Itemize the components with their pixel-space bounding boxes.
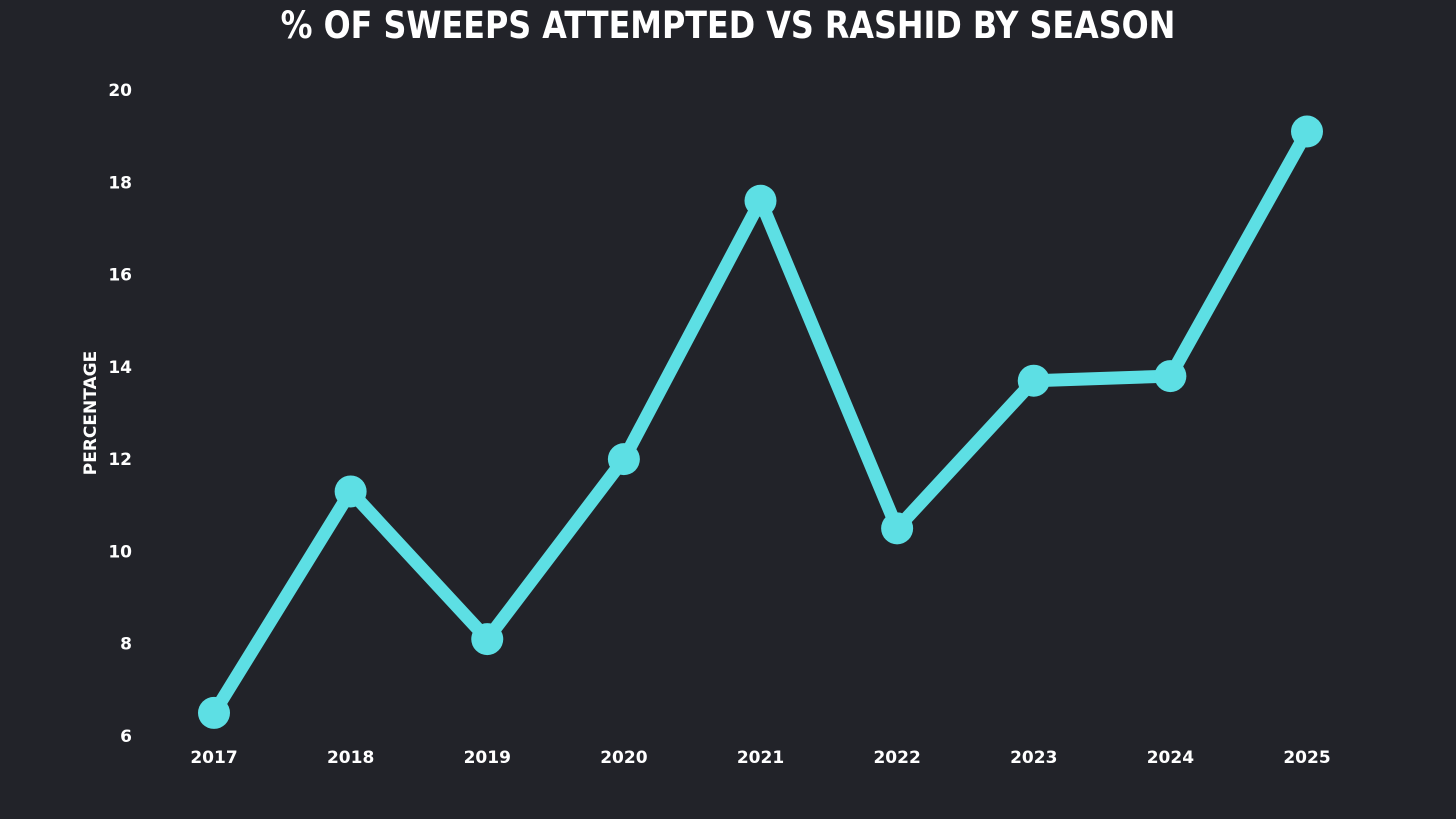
- data-point: [1017, 364, 1050, 397]
- y-tick-label: 16: [108, 266, 132, 286]
- x-tick-label: 2018: [327, 748, 374, 768]
- data-point: [1291, 115, 1323, 148]
- x-tick-label: 2022: [873, 748, 920, 768]
- y-tick-label: 12: [108, 450, 132, 470]
- x-tick-label: 2025: [1283, 748, 1330, 768]
- y-tick-label: 14: [108, 358, 132, 378]
- y-tick-label: 8: [120, 635, 132, 655]
- x-tick-label: 2017: [190, 748, 237, 768]
- x-tick-label: 2021: [737, 748, 784, 768]
- chart-title: % OF SWEEPS ATTEMPTED VS RASHID BY SEASO…: [280, 4, 1176, 47]
- y-tick-label: 20: [108, 81, 132, 101]
- x-tick-label: 2019: [464, 748, 511, 768]
- x-tick-label: 2024: [1147, 748, 1194, 768]
- y-tick-label: 6: [120, 727, 132, 747]
- y-axis-title: PERCENTAGE: [81, 351, 101, 475]
- data-point: [607, 443, 640, 476]
- series-group: [198, 115, 1323, 729]
- y-tick-label: 18: [108, 173, 132, 193]
- data-point: [334, 475, 367, 508]
- data-point: [198, 696, 230, 729]
- data-point: [881, 512, 914, 545]
- series-line: [207, 125, 1314, 720]
- data-point: [1154, 360, 1187, 393]
- data-point: [744, 184, 777, 217]
- y-axis: 6 8 10 12 14 16 18 20: [108, 81, 132, 747]
- x-axis: 2017 2018 2019 2020 2021 2022 2023 2024 2025: [190, 748, 1330, 768]
- x-tick-label: 2023: [1010, 748, 1057, 768]
- data-point: [471, 623, 504, 656]
- x-tick-label: 2020: [600, 748, 647, 768]
- y-tick-label: 10: [108, 542, 132, 562]
